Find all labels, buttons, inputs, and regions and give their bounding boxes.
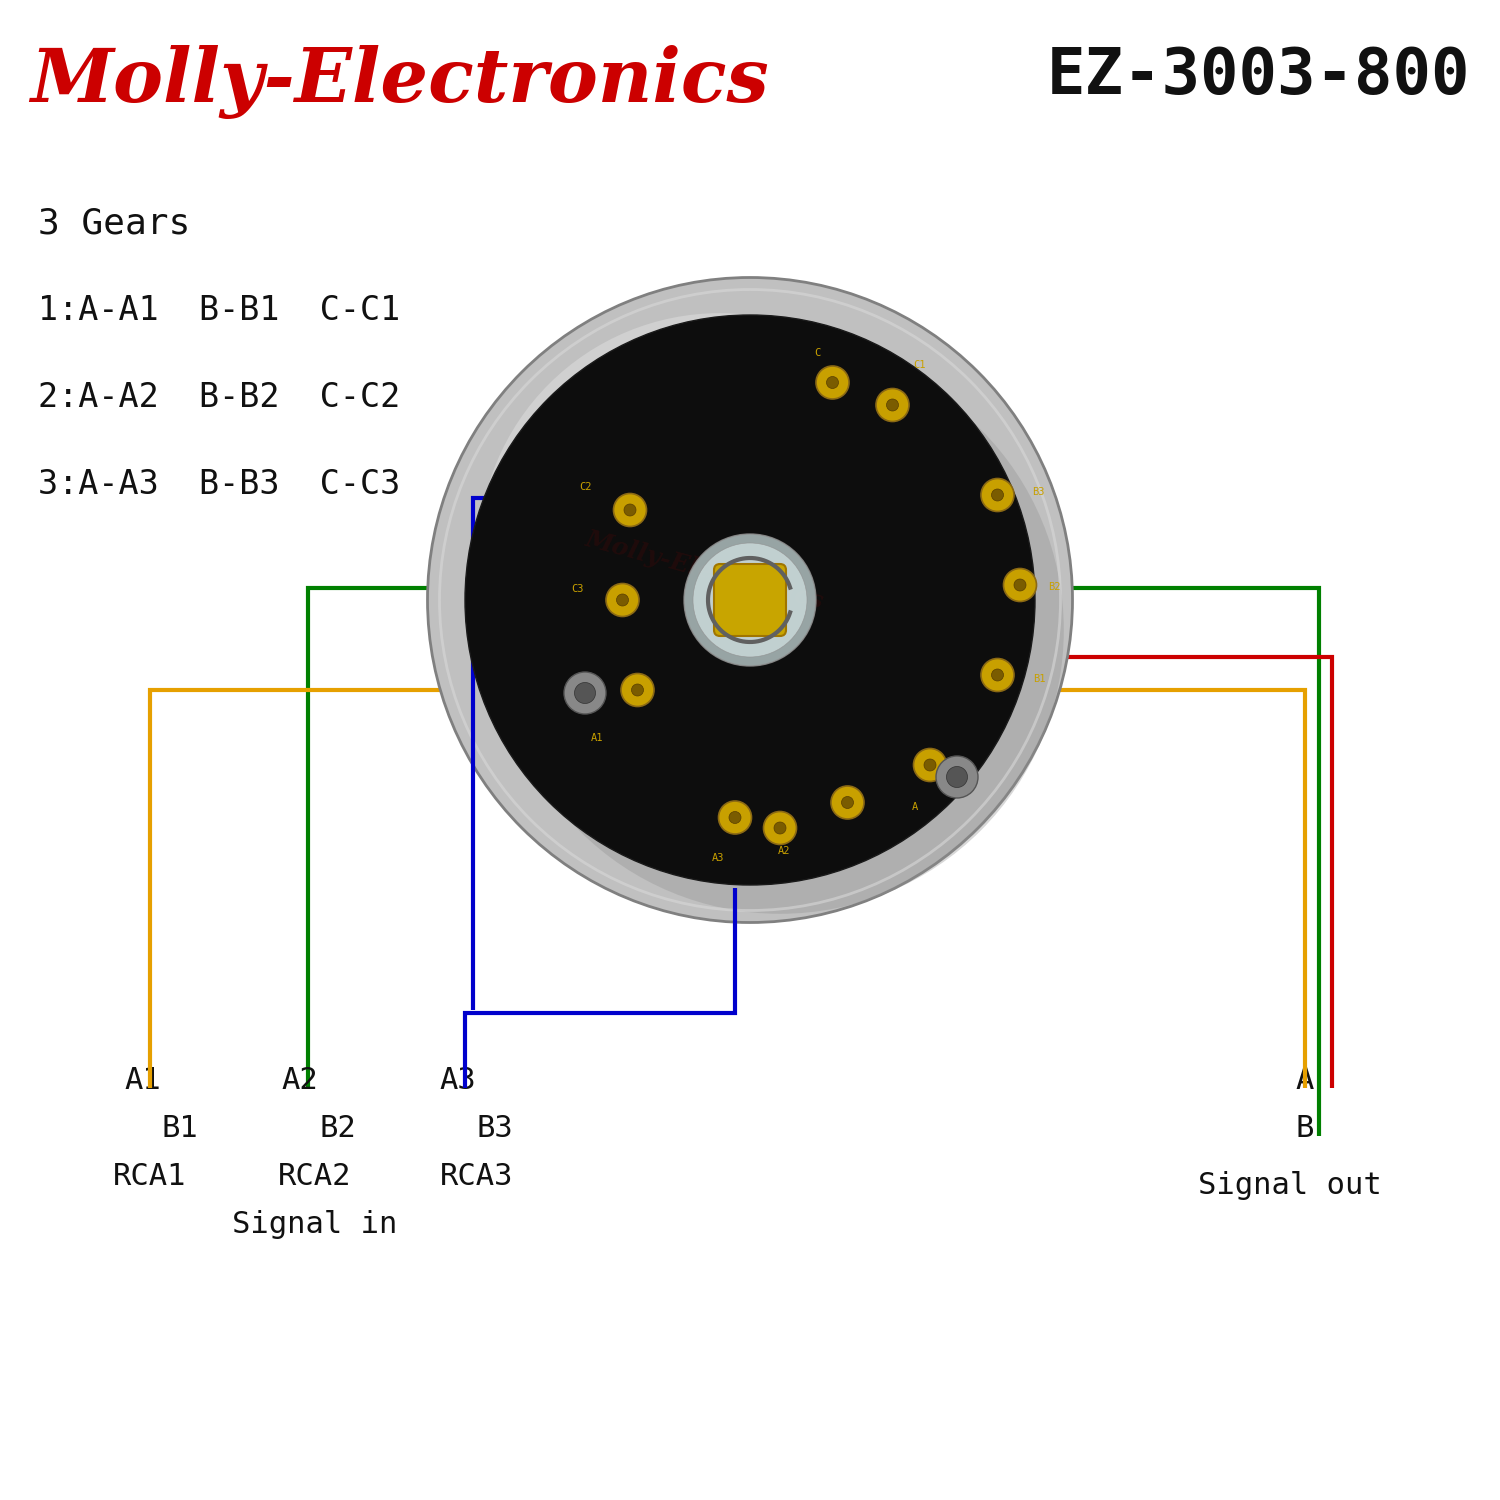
Circle shape	[936, 756, 978, 798]
Text: A3: A3	[712, 853, 724, 862]
Circle shape	[774, 822, 786, 834]
Text: A2: A2	[778, 846, 790, 855]
Circle shape	[992, 489, 1004, 501]
Circle shape	[816, 366, 849, 399]
Text: Signal in: Signal in	[232, 1210, 398, 1239]
Circle shape	[624, 504, 636, 516]
Circle shape	[981, 658, 1014, 692]
Text: 3 Gears: 3 Gears	[38, 207, 189, 242]
Text: B3: B3	[1032, 488, 1044, 496]
Text: B: B	[1296, 1114, 1314, 1143]
Circle shape	[606, 584, 639, 616]
Circle shape	[616, 594, 628, 606]
Circle shape	[946, 766, 968, 788]
Circle shape	[465, 315, 1035, 885]
Circle shape	[496, 346, 1064, 914]
Circle shape	[427, 278, 1072, 922]
Text: C: C	[815, 348, 821, 357]
Circle shape	[621, 674, 654, 706]
Circle shape	[842, 796, 854, 808]
Circle shape	[981, 478, 1014, 512]
Text: A1: A1	[124, 1066, 160, 1095]
Text: Molly-Electronics: Molly-Electronics	[584, 526, 826, 614]
Text: A: A	[912, 802, 918, 812]
Text: C1: C1	[914, 360, 926, 369]
Text: B2: B2	[1048, 582, 1060, 591]
Circle shape	[876, 388, 909, 422]
FancyBboxPatch shape	[714, 564, 786, 636]
Text: RCA3: RCA3	[441, 1162, 513, 1191]
Text: B1: B1	[1034, 675, 1046, 684]
Text: Signal out: Signal out	[1198, 1172, 1382, 1200]
Text: EZ-3003-800: EZ-3003-800	[1047, 45, 1470, 106]
Circle shape	[729, 812, 741, 824]
Text: B3: B3	[477, 1114, 513, 1143]
Circle shape	[992, 669, 1004, 681]
Text: C3: C3	[572, 585, 584, 594]
Circle shape	[764, 812, 796, 844]
Circle shape	[886, 399, 898, 411]
Text: A3: A3	[440, 1066, 476, 1095]
Text: A: A	[1296, 1066, 1314, 1095]
Text: A2: A2	[282, 1066, 318, 1095]
Text: 1:A-A1  B-B1  C-C1: 1:A-A1 B-B1 C-C1	[38, 294, 399, 327]
Circle shape	[564, 672, 606, 714]
Text: Molly-Electronics: Molly-Electronics	[30, 45, 768, 118]
Circle shape	[693, 543, 807, 657]
Text: C2: C2	[579, 483, 591, 492]
Circle shape	[614, 494, 646, 526]
Circle shape	[924, 759, 936, 771]
Text: RCA2: RCA2	[279, 1162, 351, 1191]
Circle shape	[632, 684, 644, 696]
Text: 2:A-A2  B-B2  C-C2: 2:A-A2 B-B2 C-C2	[38, 381, 399, 414]
Text: B2: B2	[320, 1114, 356, 1143]
Circle shape	[478, 314, 962, 797]
Text: B1: B1	[162, 1114, 198, 1143]
Circle shape	[718, 801, 752, 834]
Text: RCA1: RCA1	[114, 1162, 186, 1191]
Circle shape	[1004, 568, 1036, 602]
Circle shape	[1014, 579, 1026, 591]
Circle shape	[574, 682, 596, 703]
Circle shape	[831, 786, 864, 819]
Circle shape	[914, 748, 946, 782]
Circle shape	[827, 376, 839, 388]
Text: A1: A1	[591, 734, 603, 742]
Circle shape	[684, 534, 816, 666]
Text: 3:A-A3  B-B3  C-C3: 3:A-A3 B-B3 C-C3	[38, 468, 399, 501]
